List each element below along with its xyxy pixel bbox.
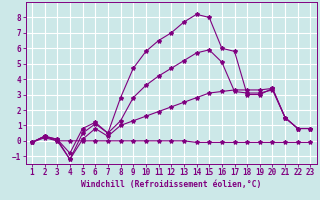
X-axis label: Windchill (Refroidissement éolien,°C): Windchill (Refroidissement éolien,°C) [81,180,261,189]
